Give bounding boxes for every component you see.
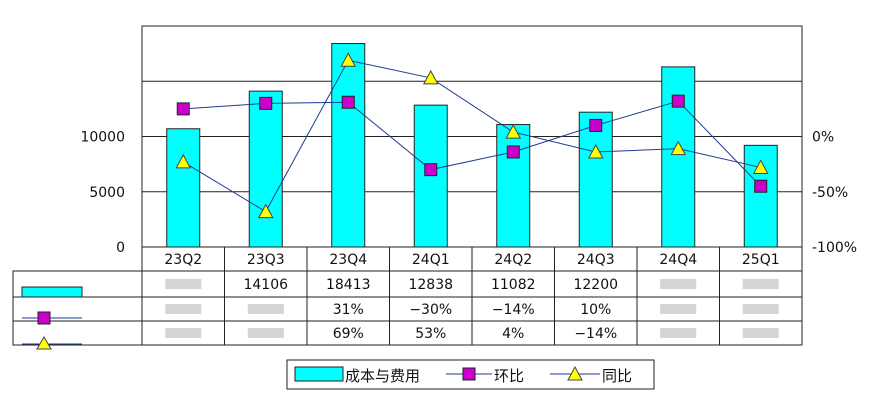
table-cell: 10% (580, 302, 611, 318)
mom-point-23Q4 (341, 95, 355, 109)
bar-24Q4 (661, 66, 696, 248)
x-tick-label: 24Q4 (659, 252, 697, 268)
mom-point-23Q3 (259, 96, 273, 110)
table-key-yoy-marker (36, 336, 52, 350)
redacted-cell (247, 328, 284, 338)
data-table: 23Q2 23Q3 23Q4 24Q1 24Q2 24Q3 24Q4 25Q1 14106 184… (12, 247, 803, 350)
redacted-cell (165, 279, 202, 289)
legend-key-mom-marker (462, 367, 476, 381)
bar-23Q2 (166, 128, 201, 248)
yoy-point-24Q2 (505, 124, 522, 139)
y-tick-label: 0 (116, 240, 125, 256)
bar-24Q3 (578, 111, 613, 248)
x-tick-label: 24Q3 (577, 252, 615, 268)
bar-layer (166, 43, 778, 248)
x-tick-label: 23Q4 (329, 252, 367, 268)
redacted-cell (742, 304, 779, 314)
redacted-cell (660, 304, 697, 314)
yoy-point-25Q1 (752, 159, 769, 174)
legend-key-bar (294, 366, 344, 382)
table-cell: 31% (333, 302, 364, 318)
table-cell: 12838 (408, 277, 453, 293)
table-key-mom-marker (37, 311, 51, 325)
legend-label: 环比 (494, 367, 524, 385)
legend-label: 同比 (602, 367, 632, 385)
yoy-point-23Q2 (175, 153, 192, 169)
redacted-cell (742, 279, 779, 289)
table-cell: 12200 (573, 277, 618, 293)
y2-tick-label: -50% (812, 185, 848, 201)
mom-point-24Q4 (671, 94, 685, 108)
redacted-cell (660, 328, 697, 338)
x-tick-label: 24Q2 (494, 252, 532, 268)
mom-point-25Q1 (754, 179, 768, 193)
mom-point-23Q2 (176, 102, 190, 116)
redacted-cell (660, 279, 697, 289)
legend: 成本与费用 环比 同比 (286, 359, 655, 390)
bar-23Q4 (331, 43, 366, 248)
line-layer (175, 52, 769, 219)
table-cell: 53% (415, 326, 446, 342)
mom-line (183, 100, 762, 187)
yoy-point-24Q3 (587, 143, 604, 159)
table-cell: −30% (409, 302, 452, 318)
y-tick-label: 5000 (89, 185, 125, 201)
x-tick-label: 23Q3 (247, 252, 285, 268)
x-tick-label: 24Q1 (412, 252, 450, 268)
legend-label: 成本与费用 (345, 367, 420, 385)
table-cell: 18413 (326, 277, 371, 293)
table-cell: −14% (574, 326, 617, 342)
table-key-bar (21, 286, 83, 298)
x-tick-label: 23Q2 (164, 252, 202, 268)
redacted-cell (247, 304, 284, 314)
yoy-point-24Q4 (670, 140, 687, 156)
mom-point-24Q2 (506, 145, 520, 159)
table-cell: 14106 (243, 277, 288, 293)
y2-tick-label: 0% (812, 130, 834, 146)
yoy-line (182, 59, 761, 213)
table-cell: 69% (333, 326, 364, 342)
yoy-point-24Q1 (422, 69, 439, 85)
redacted-cell (165, 304, 202, 314)
y-tick-label: 10000 (80, 130, 125, 146)
bar-23Q3 (248, 90, 283, 248)
bar-24Q2 (496, 124, 531, 248)
x-tick-label: 25Q1 (742, 252, 780, 268)
mom-point-24Q1 (424, 163, 438, 177)
yoy-point-23Q4 (340, 52, 357, 67)
table-cell: −14% (492, 302, 535, 318)
yoy-point-23Q3 (257, 203, 274, 219)
y2-tick-label: -100% (812, 240, 857, 256)
mom-point-24Q3 (589, 118, 603, 132)
axis-layer: 0 5000 10000 -100% -50% 0% (80, 130, 857, 257)
redacted-cell (165, 328, 202, 338)
grid-layer (141, 25, 803, 248)
legend-key-yoy-marker (567, 365, 583, 381)
table-cell: 11082 (491, 277, 536, 293)
redacted-cell (742, 328, 779, 338)
table-frame (12, 270, 803, 346)
table-cell: 4% (502, 326, 524, 342)
